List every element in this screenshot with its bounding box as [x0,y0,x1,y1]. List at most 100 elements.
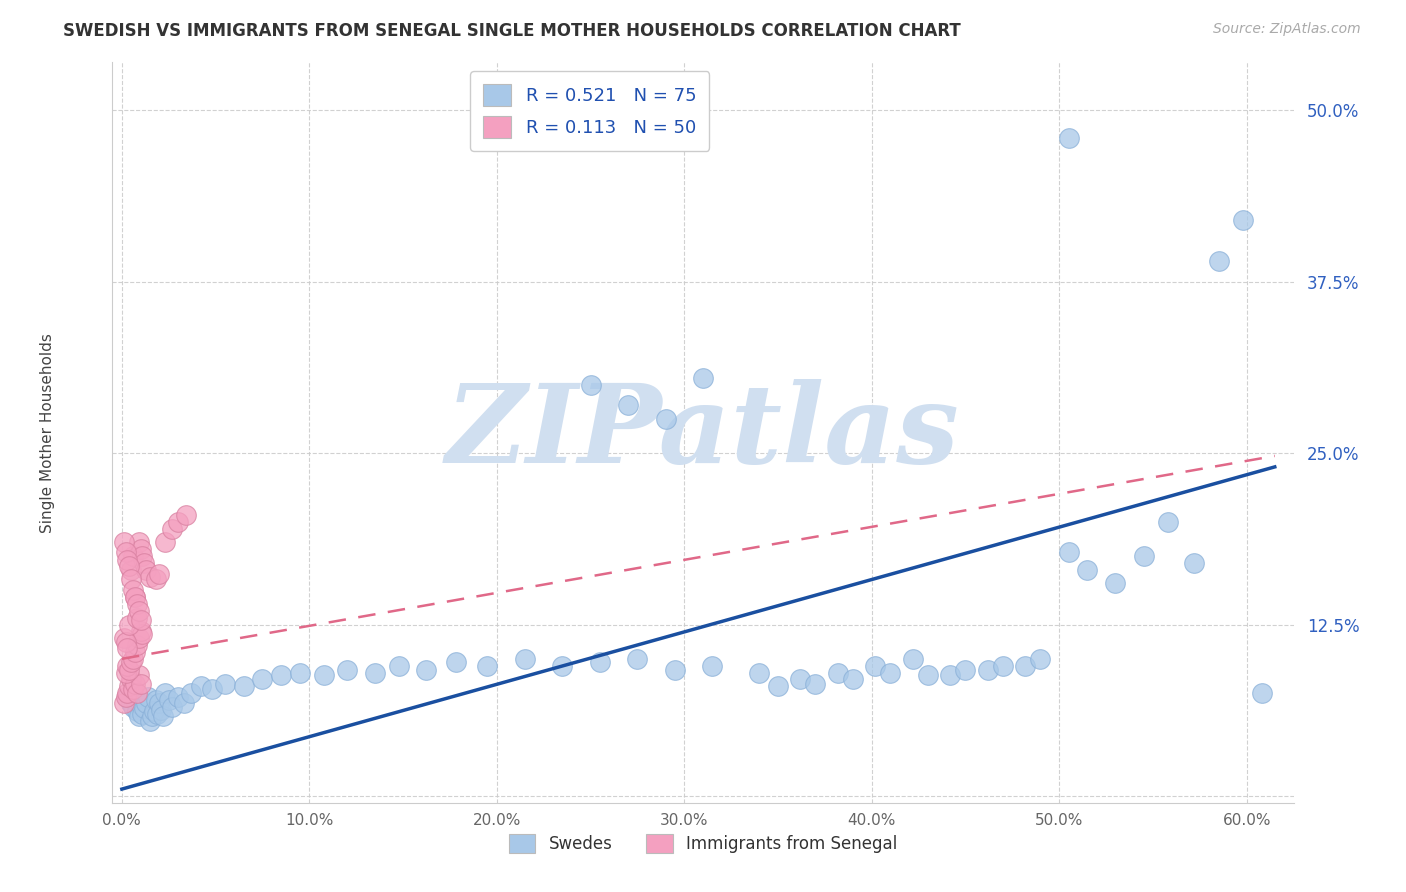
Point [1014,658,1036,673]
Point [827,665,849,680]
Point [1029,652,1052,666]
Point [162,522,184,536]
Point [551,658,574,673]
Point [118,558,141,573]
Point [214,676,236,690]
Point [1232,213,1254,227]
Point [114,665,136,680]
Point [135,563,157,577]
Point [917,668,939,682]
Point [131,549,153,563]
Point [664,663,686,677]
Point [955,663,977,677]
Point [180,686,202,700]
Point [1250,686,1272,700]
Point [112,535,135,549]
Point [879,665,901,680]
Point [145,693,167,707]
Point [117,640,139,655]
Point [120,696,142,710]
Point [145,572,167,586]
Point [150,702,173,716]
Point [336,663,359,677]
Point [114,690,136,705]
Point [702,658,724,673]
Point [141,709,163,723]
Point [865,658,887,673]
Point [135,696,157,710]
Point [125,686,148,700]
Point [131,706,153,721]
Point [122,652,145,666]
Point [173,696,195,710]
Point [120,655,142,669]
Point [626,652,648,666]
Point [174,508,197,522]
Point [114,635,136,649]
Point [124,676,146,690]
Point [128,632,150,646]
Point [118,679,141,693]
Point [991,658,1014,673]
Point [124,693,146,707]
Point [148,696,170,710]
Point [146,706,169,721]
Point [136,690,159,705]
Point [288,665,311,680]
Point [1057,131,1080,145]
Point [117,690,139,705]
Point [118,663,141,677]
Point [117,686,139,700]
Point [748,665,770,680]
Point [117,553,139,567]
Point [579,377,602,392]
Point [131,627,153,641]
Point [125,611,148,625]
Point [122,699,145,714]
Point [617,398,640,412]
Point [122,681,145,696]
Point [1076,563,1098,577]
Point [270,668,292,682]
Point [766,679,789,693]
Point [142,704,165,718]
Point [128,668,150,682]
Point [364,665,387,680]
Point [153,535,176,549]
Point [692,371,714,385]
Point [122,549,145,563]
Point [589,655,612,669]
Point [134,701,156,715]
Point [112,696,135,710]
Point [252,673,274,687]
Point [152,709,174,723]
Text: ZIPatlas: ZIPatlas [446,379,960,486]
Point [128,535,150,549]
Point [654,412,676,426]
Point [112,632,135,646]
Point [1132,549,1154,563]
Point [939,668,962,682]
Point [153,686,176,700]
Point [1157,515,1180,529]
Point [129,542,152,557]
Point [167,515,190,529]
Point [139,569,162,583]
Point [789,673,811,687]
Point [125,597,148,611]
Point [804,676,827,690]
Point [139,714,162,728]
Text: Single Mother Households: Single Mother Households [39,333,55,533]
Point [124,645,146,659]
Point [901,652,924,666]
Legend: Swedes, Immigrants from Senegal: Swedes, Immigrants from Senegal [501,825,905,861]
Point [162,699,184,714]
Point [201,681,224,696]
Point [120,563,142,577]
Point [190,679,212,693]
Point [124,590,146,604]
Text: Source: ZipAtlas.com: Source: ZipAtlas.com [1213,22,1361,37]
Point [129,698,152,713]
Point [129,614,152,628]
Point [513,652,536,666]
